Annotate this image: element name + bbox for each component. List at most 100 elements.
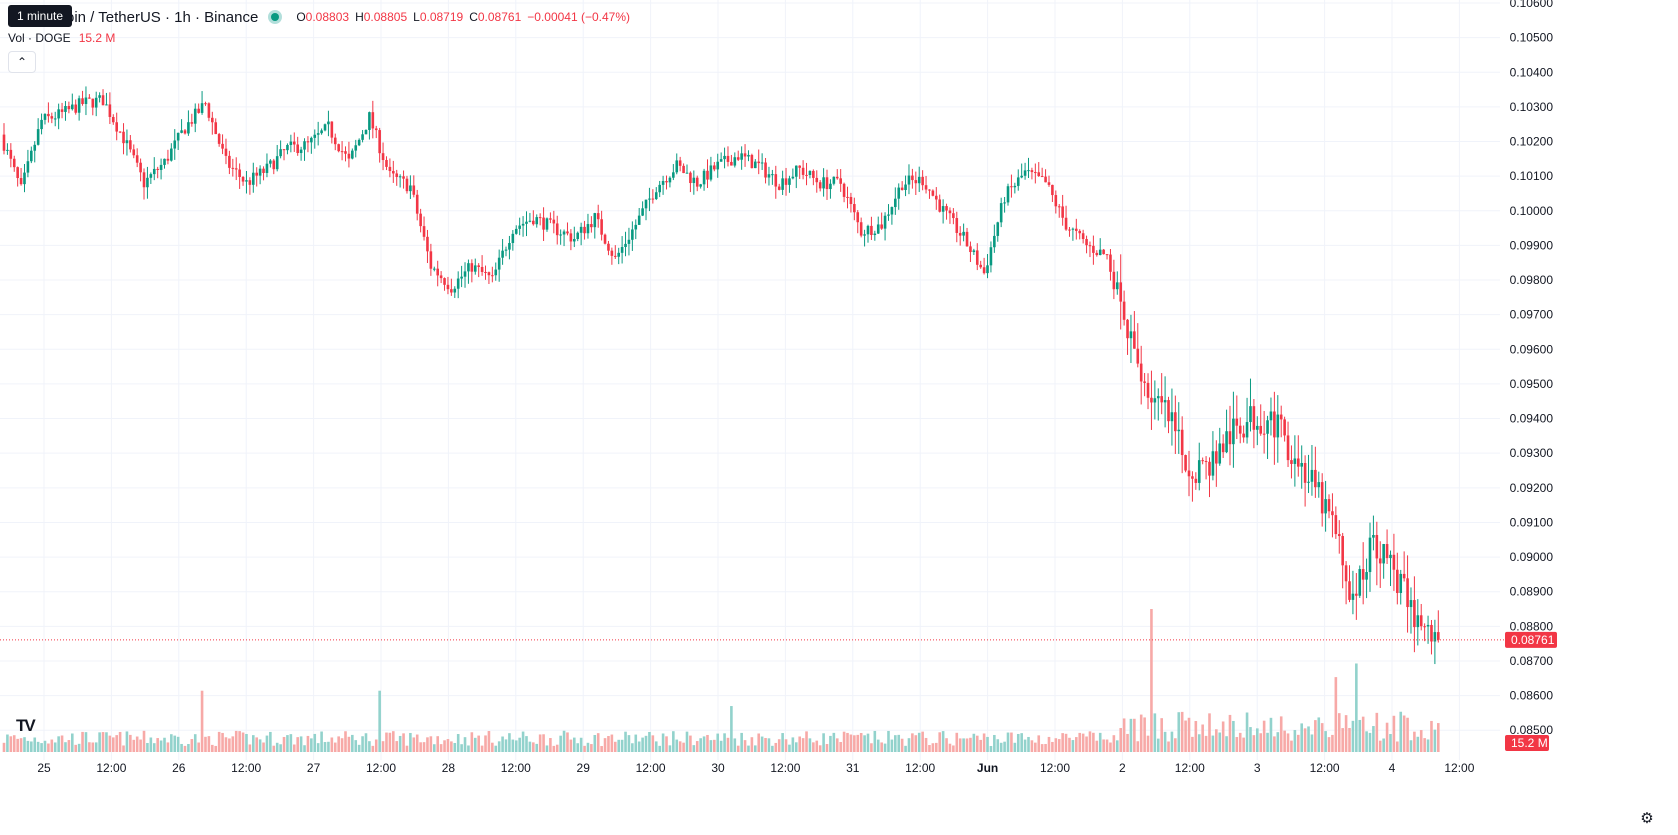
candle-body	[658, 184, 661, 193]
price-axis[interactable]: 0.10600 0.10500 0.10400 0.10300 0.10200 0.101…	[1510, 0, 1554, 737]
volume-bar	[374, 739, 378, 752]
candle-body	[938, 199, 942, 212]
volume-bar	[1344, 715, 1348, 752]
volume-bar	[706, 734, 709, 752]
volume-bar	[166, 742, 170, 752]
volume-bar	[392, 731, 395, 752]
volume-bar	[1406, 717, 1409, 752]
candle-body	[1112, 271, 1116, 290]
volume-bar	[672, 731, 675, 752]
candle-body	[398, 176, 402, 178]
volume-bar	[1396, 741, 1399, 752]
candle-body	[641, 208, 644, 216]
volume-bar	[484, 735, 487, 752]
volume-bar	[1201, 724, 1204, 752]
candle-body	[678, 160, 682, 166]
volume-bar	[473, 737, 477, 752]
price-tick-label: 0.10300	[1510, 100, 1554, 114]
volume-bar	[566, 732, 569, 752]
volume-bar	[1279, 716, 1283, 752]
volume-bar	[36, 741, 40, 752]
volume-bar	[381, 741, 385, 752]
volume-badge-label: 15.2 M	[1511, 736, 1548, 750]
candle-body	[1317, 482, 1321, 488]
candle-body	[514, 228, 518, 234]
candle-body	[610, 250, 614, 256]
candle-body	[603, 234, 607, 244]
candle-body	[467, 263, 470, 272]
candle-body	[975, 250, 979, 265]
candle-body	[849, 196, 853, 205]
volume-bar	[1324, 731, 1327, 752]
candle-body	[549, 218, 552, 220]
candle-body	[1153, 398, 1157, 403]
collapse-legend-button[interactable]: ⌃	[8, 51, 36, 73]
price-tick-label: 0.08800	[1510, 619, 1554, 633]
candle-body	[716, 161, 720, 170]
price-tick-label: 0.10100	[1510, 169, 1554, 183]
volume-bar	[620, 739, 624, 752]
candle-body	[125, 140, 129, 144]
volume-bar	[477, 735, 480, 752]
candle-body	[958, 232, 962, 236]
price-tick-label: 0.09200	[1510, 481, 1554, 495]
volume-bar	[559, 735, 562, 752]
candle-body	[702, 170, 706, 185]
settings-gear-icon[interactable]: ⚙	[1640, 810, 1654, 827]
volume-bar	[275, 742, 279, 752]
candle-body	[50, 116, 54, 119]
price-tick-label: 0.10600	[1510, 0, 1554, 10]
volume-bar	[1413, 731, 1416, 752]
volume-bar	[1283, 730, 1286, 752]
volume-legend[interactable]: Vol · DOGE 15.2 M	[8, 31, 115, 45]
candle-body	[159, 164, 163, 170]
candle-body	[1105, 254, 1109, 256]
time-tick-label: 12:00	[1310, 761, 1340, 775]
candle-body	[275, 156, 279, 170]
tradingview-logo[interactable]: TV	[16, 716, 36, 735]
candle-body	[941, 206, 945, 212]
candle-body	[234, 168, 238, 170]
volume-bar	[600, 746, 603, 752]
candle-body	[501, 250, 504, 258]
volume-bar	[1269, 717, 1273, 752]
volume-bar	[436, 736, 440, 752]
candle-body	[573, 238, 576, 242]
volume-bar	[631, 743, 634, 752]
candle-body	[1320, 482, 1324, 514]
candle-body	[562, 231, 566, 235]
candle-body	[1389, 554, 1392, 559]
volume-bar	[258, 739, 262, 752]
volume-bar	[357, 744, 361, 752]
volume-bar	[26, 740, 30, 752]
volume-bar	[1262, 720, 1266, 752]
volume-bar	[911, 733, 914, 752]
volume-bar	[1061, 733, 1064, 752]
volume-bar	[525, 736, 528, 752]
market-status-icon[interactable]	[268, 10, 283, 24]
change-value: −0.00041 (−0.47%)	[527, 10, 631, 24]
candle-body	[1355, 593, 1358, 596]
candle-body	[917, 176, 921, 184]
candle-body	[965, 231, 969, 247]
symbol-title[interactable]: oin / TetherUS · 1h · Binance	[66, 8, 259, 26]
candle-body	[637, 215, 641, 225]
volume-bar	[658, 745, 661, 752]
volume-bar	[702, 736, 706, 752]
volume-bar	[1402, 715, 1406, 752]
candle-body	[829, 183, 832, 190]
candle-body	[292, 141, 296, 145]
candle-body	[805, 174, 808, 176]
candle-body	[327, 121, 330, 125]
candle-body	[163, 158, 166, 165]
candle-body	[47, 113, 50, 117]
volume-bar	[1122, 718, 1126, 752]
candle-body	[627, 239, 631, 244]
candle-body	[1396, 569, 1399, 594]
volume-bar	[689, 735, 692, 752]
time-axis[interactable]: 25 12:00 26 12:00 27 12:00 28 12:00 29 12:00 30 12:…	[37, 761, 1474, 775]
symbol-legend[interactable]: oin / TetherUS · 1h · Binance O 0.08803 …	[8, 6, 630, 28]
candle-body	[470, 263, 474, 272]
candle-body	[1406, 578, 1409, 608]
